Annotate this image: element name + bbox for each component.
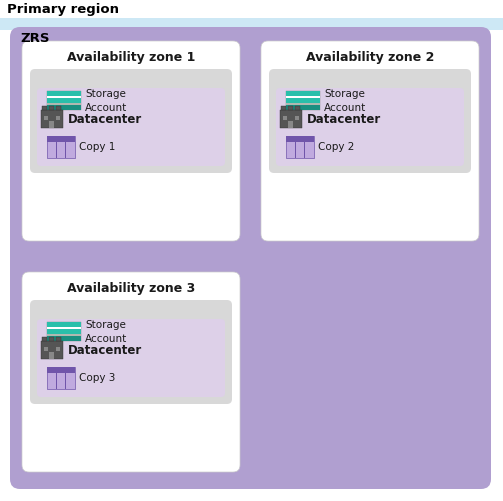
FancyBboxPatch shape xyxy=(37,319,225,397)
Bar xyxy=(56,116,60,120)
Text: Datacenter: Datacenter xyxy=(68,344,142,357)
Bar xyxy=(286,136,314,158)
Text: Availability zone 3: Availability zone 3 xyxy=(67,282,195,295)
Bar xyxy=(42,337,47,341)
Bar xyxy=(56,106,61,110)
Bar xyxy=(65,373,66,389)
Bar xyxy=(282,106,287,110)
Bar xyxy=(65,142,66,158)
Text: Storage
Account: Storage Account xyxy=(85,89,127,113)
Bar xyxy=(47,322,81,341)
Bar xyxy=(0,18,503,30)
Text: Availability zone 2: Availability zone 2 xyxy=(306,51,434,64)
Bar xyxy=(56,142,57,158)
Text: Datacenter: Datacenter xyxy=(68,113,142,125)
FancyBboxPatch shape xyxy=(30,69,232,173)
Bar xyxy=(47,322,81,327)
Bar xyxy=(41,341,63,359)
FancyBboxPatch shape xyxy=(22,41,240,241)
Bar xyxy=(286,98,320,103)
Bar xyxy=(47,367,75,373)
Bar xyxy=(280,110,302,128)
Bar xyxy=(286,91,320,110)
Bar xyxy=(47,136,75,142)
Bar xyxy=(295,106,300,110)
Bar xyxy=(56,347,60,351)
Bar xyxy=(49,337,54,341)
Bar xyxy=(47,105,81,110)
Bar xyxy=(47,334,81,336)
Bar xyxy=(47,336,81,341)
Bar xyxy=(49,352,54,359)
Text: Copy 2: Copy 2 xyxy=(318,142,355,152)
Bar xyxy=(304,142,305,158)
Bar xyxy=(289,106,293,110)
Bar xyxy=(286,91,320,96)
Bar xyxy=(283,116,287,120)
Bar xyxy=(56,373,57,389)
Bar xyxy=(47,103,81,105)
Bar xyxy=(286,103,320,105)
Text: Storage
Account: Storage Account xyxy=(324,89,366,113)
Bar xyxy=(295,116,299,120)
Text: Copy 3: Copy 3 xyxy=(79,373,115,383)
Bar xyxy=(49,106,54,110)
Bar xyxy=(44,116,48,120)
Bar xyxy=(47,136,75,158)
Bar xyxy=(47,91,81,110)
Bar xyxy=(41,110,63,128)
Bar xyxy=(47,91,81,96)
Bar xyxy=(289,121,293,128)
FancyBboxPatch shape xyxy=(261,41,479,241)
Bar xyxy=(286,105,320,110)
Text: Copy 1: Copy 1 xyxy=(79,142,115,152)
FancyBboxPatch shape xyxy=(269,69,471,173)
Bar xyxy=(47,329,81,334)
Text: ZRS: ZRS xyxy=(20,32,49,45)
Text: Storage
Account: Storage Account xyxy=(85,321,127,344)
Bar xyxy=(286,96,320,98)
Bar xyxy=(47,367,75,389)
Bar xyxy=(47,96,81,98)
Bar xyxy=(42,106,47,110)
Text: Availability zone 1: Availability zone 1 xyxy=(67,51,195,64)
Bar xyxy=(286,136,314,142)
Bar xyxy=(44,347,48,351)
Bar xyxy=(56,337,61,341)
Text: Primary region: Primary region xyxy=(7,3,119,16)
Bar xyxy=(49,121,54,128)
FancyBboxPatch shape xyxy=(37,88,225,166)
Bar xyxy=(295,142,296,158)
FancyBboxPatch shape xyxy=(22,272,240,472)
Text: Datacenter: Datacenter xyxy=(307,113,381,125)
FancyBboxPatch shape xyxy=(30,300,232,404)
Bar xyxy=(0,0,503,18)
FancyBboxPatch shape xyxy=(10,27,491,489)
FancyBboxPatch shape xyxy=(276,88,464,166)
Bar xyxy=(47,98,81,103)
Bar xyxy=(47,327,81,329)
